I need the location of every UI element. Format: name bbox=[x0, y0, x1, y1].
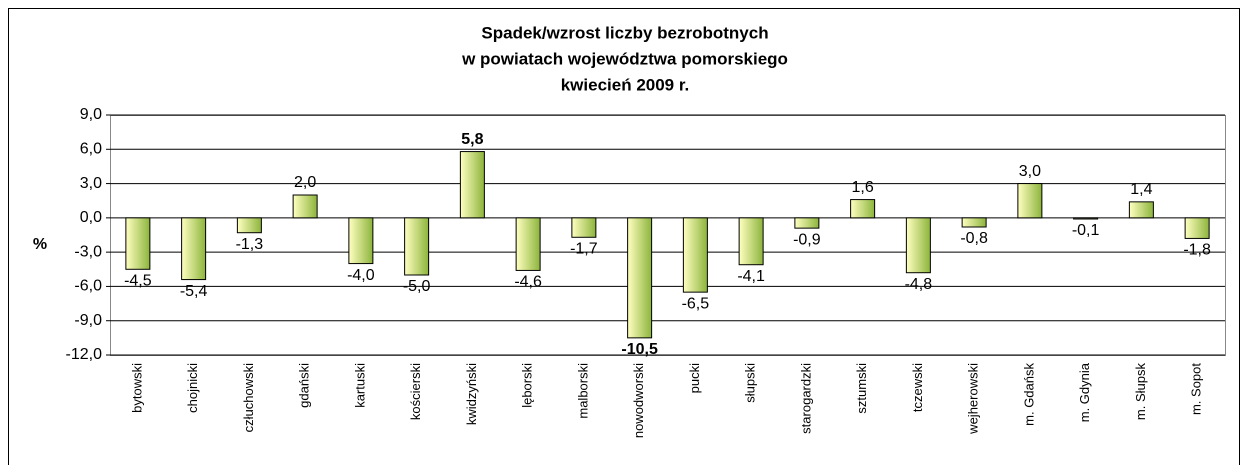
bar bbox=[961, 217, 987, 228]
value-label: -6,5 bbox=[682, 295, 710, 312]
x-tick-label: człuchowski bbox=[241, 363, 256, 432]
x-tick-label: m. Słupsk bbox=[1133, 363, 1148, 421]
value-label: -1,7 bbox=[570, 241, 598, 258]
x-tick-label: kartuski bbox=[352, 363, 367, 408]
bar bbox=[850, 199, 876, 219]
bar bbox=[515, 217, 541, 271]
chart-title: w powiatach województwa pomorskiego bbox=[461, 49, 788, 68]
bar bbox=[459, 151, 485, 219]
value-label: -0,8 bbox=[960, 230, 988, 247]
x-tick-label: bytowski bbox=[129, 363, 144, 413]
y-tick-label: -9,0 bbox=[74, 312, 102, 329]
value-label: -0,1 bbox=[1072, 222, 1100, 239]
value-label: -5,0 bbox=[403, 278, 431, 295]
bar bbox=[236, 217, 262, 234]
y-tick-label: 3,0 bbox=[80, 175, 102, 192]
y-tick-label: 6,0 bbox=[80, 141, 102, 158]
bar bbox=[1073, 217, 1099, 220]
value-label: -1,8 bbox=[1183, 242, 1211, 259]
bar bbox=[682, 217, 708, 293]
x-tick-label: wejherowski bbox=[966, 363, 981, 435]
chart-title: kwiecień 2009 r. bbox=[561, 75, 690, 94]
y-tick-label: 0,0 bbox=[80, 209, 102, 226]
bar bbox=[292, 194, 318, 219]
y-axis-label: % bbox=[33, 236, 47, 253]
x-tick-label: starogardzki bbox=[798, 363, 813, 434]
y-tick-label: 9,0 bbox=[80, 106, 102, 123]
x-tick-label: sztumski bbox=[854, 363, 869, 414]
value-label: -0,9 bbox=[793, 231, 821, 248]
bar bbox=[404, 217, 430, 276]
bar bbox=[627, 217, 653, 339]
value-label: -4,5 bbox=[124, 273, 152, 290]
value-label: -4,8 bbox=[905, 276, 933, 293]
value-label: -5,4 bbox=[180, 283, 208, 300]
bar bbox=[1184, 217, 1210, 239]
x-tick-label: gdański bbox=[297, 363, 312, 408]
value-label: -4,0 bbox=[347, 267, 375, 284]
value-label: 3,0 bbox=[1019, 163, 1041, 180]
value-label: 2,0 bbox=[294, 174, 316, 191]
y-tick-label: -3,0 bbox=[74, 243, 102, 260]
x-tick-label: nowodworski bbox=[631, 363, 646, 438]
value-label: 5,8 bbox=[461, 131, 483, 148]
value-label: -10,5 bbox=[621, 341, 658, 358]
bar bbox=[1128, 201, 1154, 219]
bar bbox=[794, 217, 820, 229]
bar bbox=[125, 217, 151, 270]
x-tick-label: kwidzyński bbox=[464, 363, 479, 425]
plot-border bbox=[110, 115, 1226, 356]
x-tick-label: kościerski bbox=[408, 363, 423, 420]
bar bbox=[571, 217, 597, 238]
bar bbox=[348, 217, 374, 265]
value-label: -1,3 bbox=[236, 236, 264, 253]
chart-border bbox=[8, 8, 1240, 465]
x-tick-label: m. Gdynia bbox=[1077, 362, 1092, 422]
y-tick-label: -6,0 bbox=[74, 278, 102, 295]
value-label: -4,6 bbox=[514, 274, 542, 291]
value-label: -4,1 bbox=[737, 268, 765, 285]
value-label: 1,4 bbox=[1130, 181, 1152, 198]
x-tick-label: m. Sopot bbox=[1189, 363, 1204, 415]
x-tick-label: pucki bbox=[687, 363, 702, 393]
x-tick-label: m. Gdańsk bbox=[1021, 363, 1036, 426]
value-label: 1,6 bbox=[852, 179, 874, 196]
bar bbox=[738, 217, 764, 266]
chart-title: Spadek/wzrost liczby bezrobotnych bbox=[481, 23, 768, 42]
bar bbox=[1017, 183, 1043, 219]
x-tick-label: malborski bbox=[575, 363, 590, 419]
x-tick-label: słupski bbox=[743, 363, 758, 403]
x-tick-label: chojnicki bbox=[185, 363, 200, 413]
bar bbox=[181, 217, 207, 281]
bar bbox=[905, 217, 931, 274]
x-tick-label: lęborski bbox=[520, 363, 535, 408]
y-tick-label: -12,0 bbox=[66, 346, 103, 363]
x-tick-label: tczewski bbox=[910, 363, 925, 412]
